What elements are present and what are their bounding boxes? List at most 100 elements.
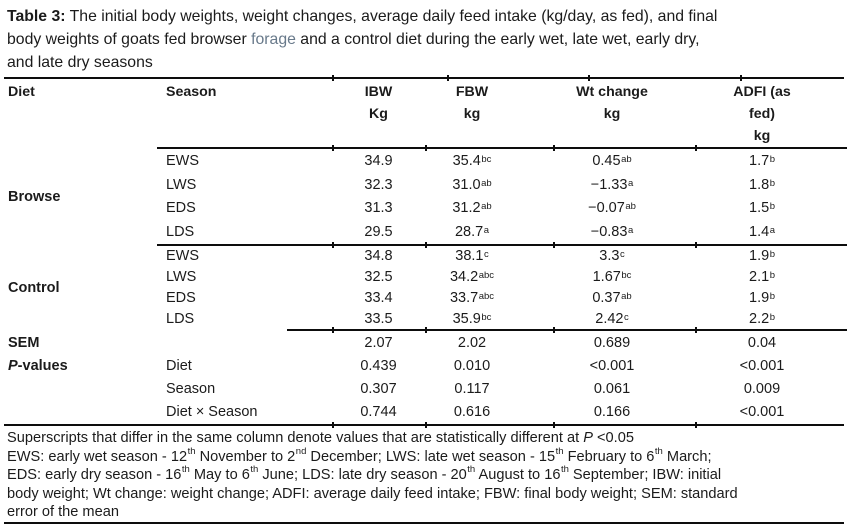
- column-divider-tick: [740, 75, 742, 81]
- data-cell: 31.2 ab: [452, 200, 492, 217]
- control-sem-divider-rule: [287, 327, 847, 333]
- footnote-text: September; IBW: initial: [568, 467, 722, 484]
- column-divider-tick: [332, 75, 334, 81]
- data-cell: 33.5: [364, 310, 393, 327]
- footnote-text: <0.05: [592, 430, 634, 446]
- data-cell: 0.061: [593, 381, 631, 398]
- data-cell: 0.689: [593, 334, 631, 351]
- caption-text: body weights of goats fed browser: [7, 31, 252, 48]
- pvalue-factor-cell: Diet: [166, 357, 192, 374]
- empty-cell: [157, 331, 332, 354]
- data-cell: −1.33 a: [590, 176, 634, 193]
- data-cell: 0.439: [360, 357, 397, 374]
- season-cell: EWS: [166, 152, 200, 169]
- data-cell: 1.9 b: [749, 289, 775, 306]
- column-divider-tick: [332, 242, 334, 248]
- caption-text: and a control diet during the early wet,…: [295, 31, 700, 48]
- season-cell: LDS: [166, 310, 195, 327]
- table-footnotes: Superscripts that differ in the same col…: [7, 429, 845, 522]
- col-header-diet: Diet: [8, 84, 35, 100]
- caption-text: and late dry seasons: [7, 54, 153, 71]
- footnote-line: Superscripts that differ in the same col…: [7, 429, 845, 448]
- column-divider-tick: [588, 75, 590, 81]
- col-header-unit: kg: [753, 128, 771, 144]
- table-top-rule: [4, 75, 844, 81]
- browse-diet-section: Browse EWS 34.9 35.4 bc 0.45 ab 1.7 b LWS 32.3 31.0…: [0, 149, 847, 244]
- col-header-unit: kg: [603, 106, 621, 122]
- ordinal-superscript: th: [555, 445, 564, 457]
- col-header-fbw: FBW kg: [425, 81, 553, 147]
- data-cell: 1.8 b: [749, 176, 775, 193]
- footnote-line: error of the mean: [7, 503, 845, 522]
- column-divider-tick: [695, 422, 697, 428]
- col-header-line: ADFI (as: [733, 84, 791, 100]
- data-cell: 38.1 c: [455, 248, 489, 265]
- table-bottom-rule: [4, 522, 844, 524]
- footnote-line: EWS: early wet season - 12th November to…: [7, 445, 845, 467]
- col-header-ibw: IBW Kg: [332, 81, 425, 147]
- column-divider-tick: [553, 327, 555, 333]
- data-cell: −0.83 a: [590, 224, 634, 241]
- forage-link-text: forage: [251, 31, 296, 48]
- browse-control-divider-rule: [157, 242, 847, 248]
- data-cell: <0.001: [739, 404, 785, 421]
- ordinal-superscript: th: [560, 464, 569, 476]
- pvalues-label: P -values: [8, 357, 68, 374]
- data-cell: 0.117: [454, 381, 490, 398]
- column-divider-tick: [425, 422, 427, 428]
- data-cell: 1.9 b: [749, 248, 775, 265]
- data-cell: 33.4: [364, 289, 393, 306]
- column-divider-tick: [332, 422, 334, 428]
- col-header-unit: Kg: [369, 106, 388, 122]
- col-header-line: fed): [748, 106, 775, 122]
- data-cell: 0.616: [453, 404, 491, 421]
- data-cell: 0.307: [360, 381, 397, 398]
- data-cell: 0.37 ab: [592, 289, 632, 306]
- empty-cell: [0, 401, 157, 424]
- data-cell: 3.3 c: [599, 248, 625, 265]
- table-caption: Table 3: The initial body weights, weigh…: [7, 5, 843, 74]
- ordinal-superscript: th: [187, 445, 196, 457]
- season-cell: LWS: [166, 176, 197, 193]
- footnote-text: February to 6: [563, 448, 655, 465]
- ordinal-superscript: th: [654, 445, 663, 457]
- data-cell: 0.45 ab: [592, 152, 632, 169]
- data-cell: 31.0 ab: [452, 176, 492, 193]
- caption-line-2: body weights of goats fed browser forage…: [7, 28, 843, 51]
- column-divider-tick: [695, 145, 697, 151]
- data-cell: 33.7 abc: [449, 289, 495, 306]
- season-cell: EDS: [166, 200, 196, 217]
- caption-text: The initial body weights, weight changes…: [65, 8, 718, 25]
- col-header-line: IBW: [364, 84, 393, 100]
- caption-line-1: Table 3: The initial body weights, weigh…: [7, 5, 843, 28]
- season-cell: EWS: [166, 248, 200, 265]
- column-divider-tick: [695, 242, 697, 248]
- column-divider-tick: [425, 145, 427, 151]
- footnote-text: December; LWS: late wet season - 15: [306, 448, 556, 465]
- data-cell: 2.42 c: [595, 310, 629, 327]
- control-diet-section: Control EWS 34.8 38.1 c 3.3 c 1.9 b LWS 32.5 34.2 ab…: [0, 246, 847, 329]
- header-bottom-rule: [157, 145, 847, 151]
- footnote-text: EDS: early dry season - 16: [7, 467, 182, 484]
- footnote-text: body weight; Wt change: weight change; A…: [7, 485, 738, 502]
- data-cell: 28.7 a: [454, 224, 490, 241]
- diet-group-label: Control: [8, 279, 60, 296]
- data-cell: 2.02: [457, 334, 487, 351]
- data-cell: 31.3: [364, 200, 393, 217]
- data-cell: 29.5: [364, 224, 393, 241]
- column-divider-tick: [332, 145, 334, 151]
- data-cell: 1.5 b: [749, 200, 775, 217]
- column-divider-tick: [695, 327, 697, 333]
- season-cell: LDS: [166, 224, 195, 241]
- footnote-text: November to 2: [195, 448, 296, 465]
- col-header-unit: kg: [463, 106, 481, 122]
- ordinal-superscript: nd: [295, 445, 307, 457]
- season-cell: EDS: [166, 289, 196, 306]
- footnote-text: Superscripts that differ in the same col…: [7, 430, 584, 446]
- column-divider-tick: [447, 75, 449, 81]
- data-cell: 34.8: [364, 248, 393, 265]
- data-cell: 1.7 b: [749, 152, 775, 169]
- footnote-text: error of the mean: [7, 504, 119, 521]
- footnote-text: EWS: early wet season - 12: [7, 448, 188, 465]
